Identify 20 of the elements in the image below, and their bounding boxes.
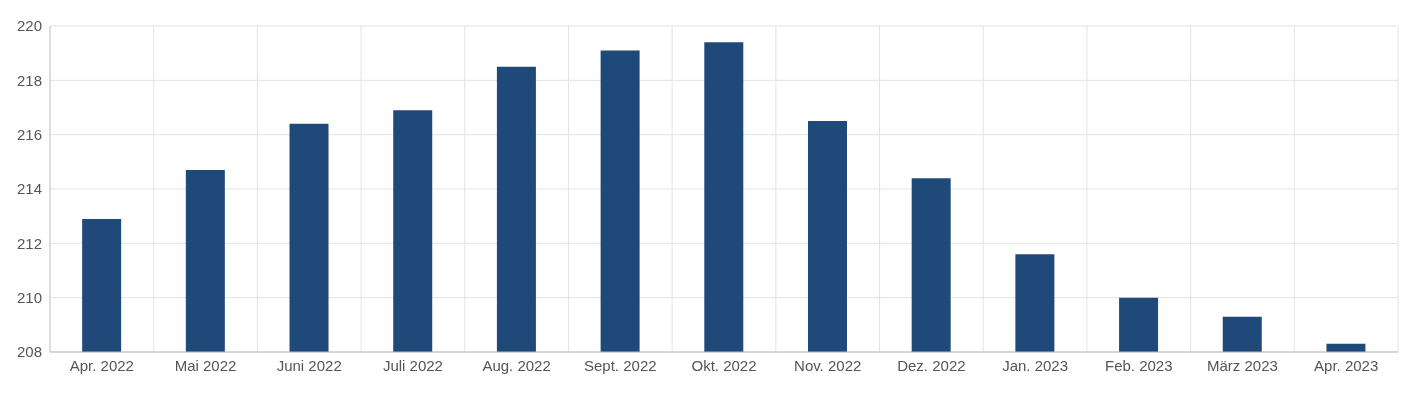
x-tick-label: Jan. 2023: [1002, 356, 1069, 374]
x-tick-label: Juli 2022: [382, 356, 443, 374]
y-tick-label: 212: [16, 234, 42, 252]
x-tick-label: Apr. 2022: [69, 356, 134, 374]
x-tick-label: Nov. 2022: [794, 356, 862, 374]
x-tick-label: Okt. 2022: [691, 356, 757, 374]
x-tick-label: Feb. 2023: [1104, 356, 1173, 374]
x-tick-label: Mai 2022: [174, 356, 237, 374]
x-tick-label: Juni 2022: [276, 356, 342, 374]
y-tick-label: 220: [16, 17, 42, 35]
x-tick-label: Sept. 2022: [584, 356, 657, 374]
x-tick-label: Aug. 2022: [482, 356, 551, 374]
x-tick-label: Dez. 2022: [897, 356, 966, 374]
y-tick-label: 216: [16, 125, 42, 143]
y-tick-label: 210: [16, 288, 42, 306]
y-tick-label: 218: [16, 71, 42, 89]
x-tick-label: Apr. 2023: [1314, 356, 1379, 374]
y-tick-label: 208: [16, 343, 42, 361]
y-tick-label: 214: [16, 180, 42, 198]
x-tick-label: März 2023: [1207, 356, 1278, 374]
